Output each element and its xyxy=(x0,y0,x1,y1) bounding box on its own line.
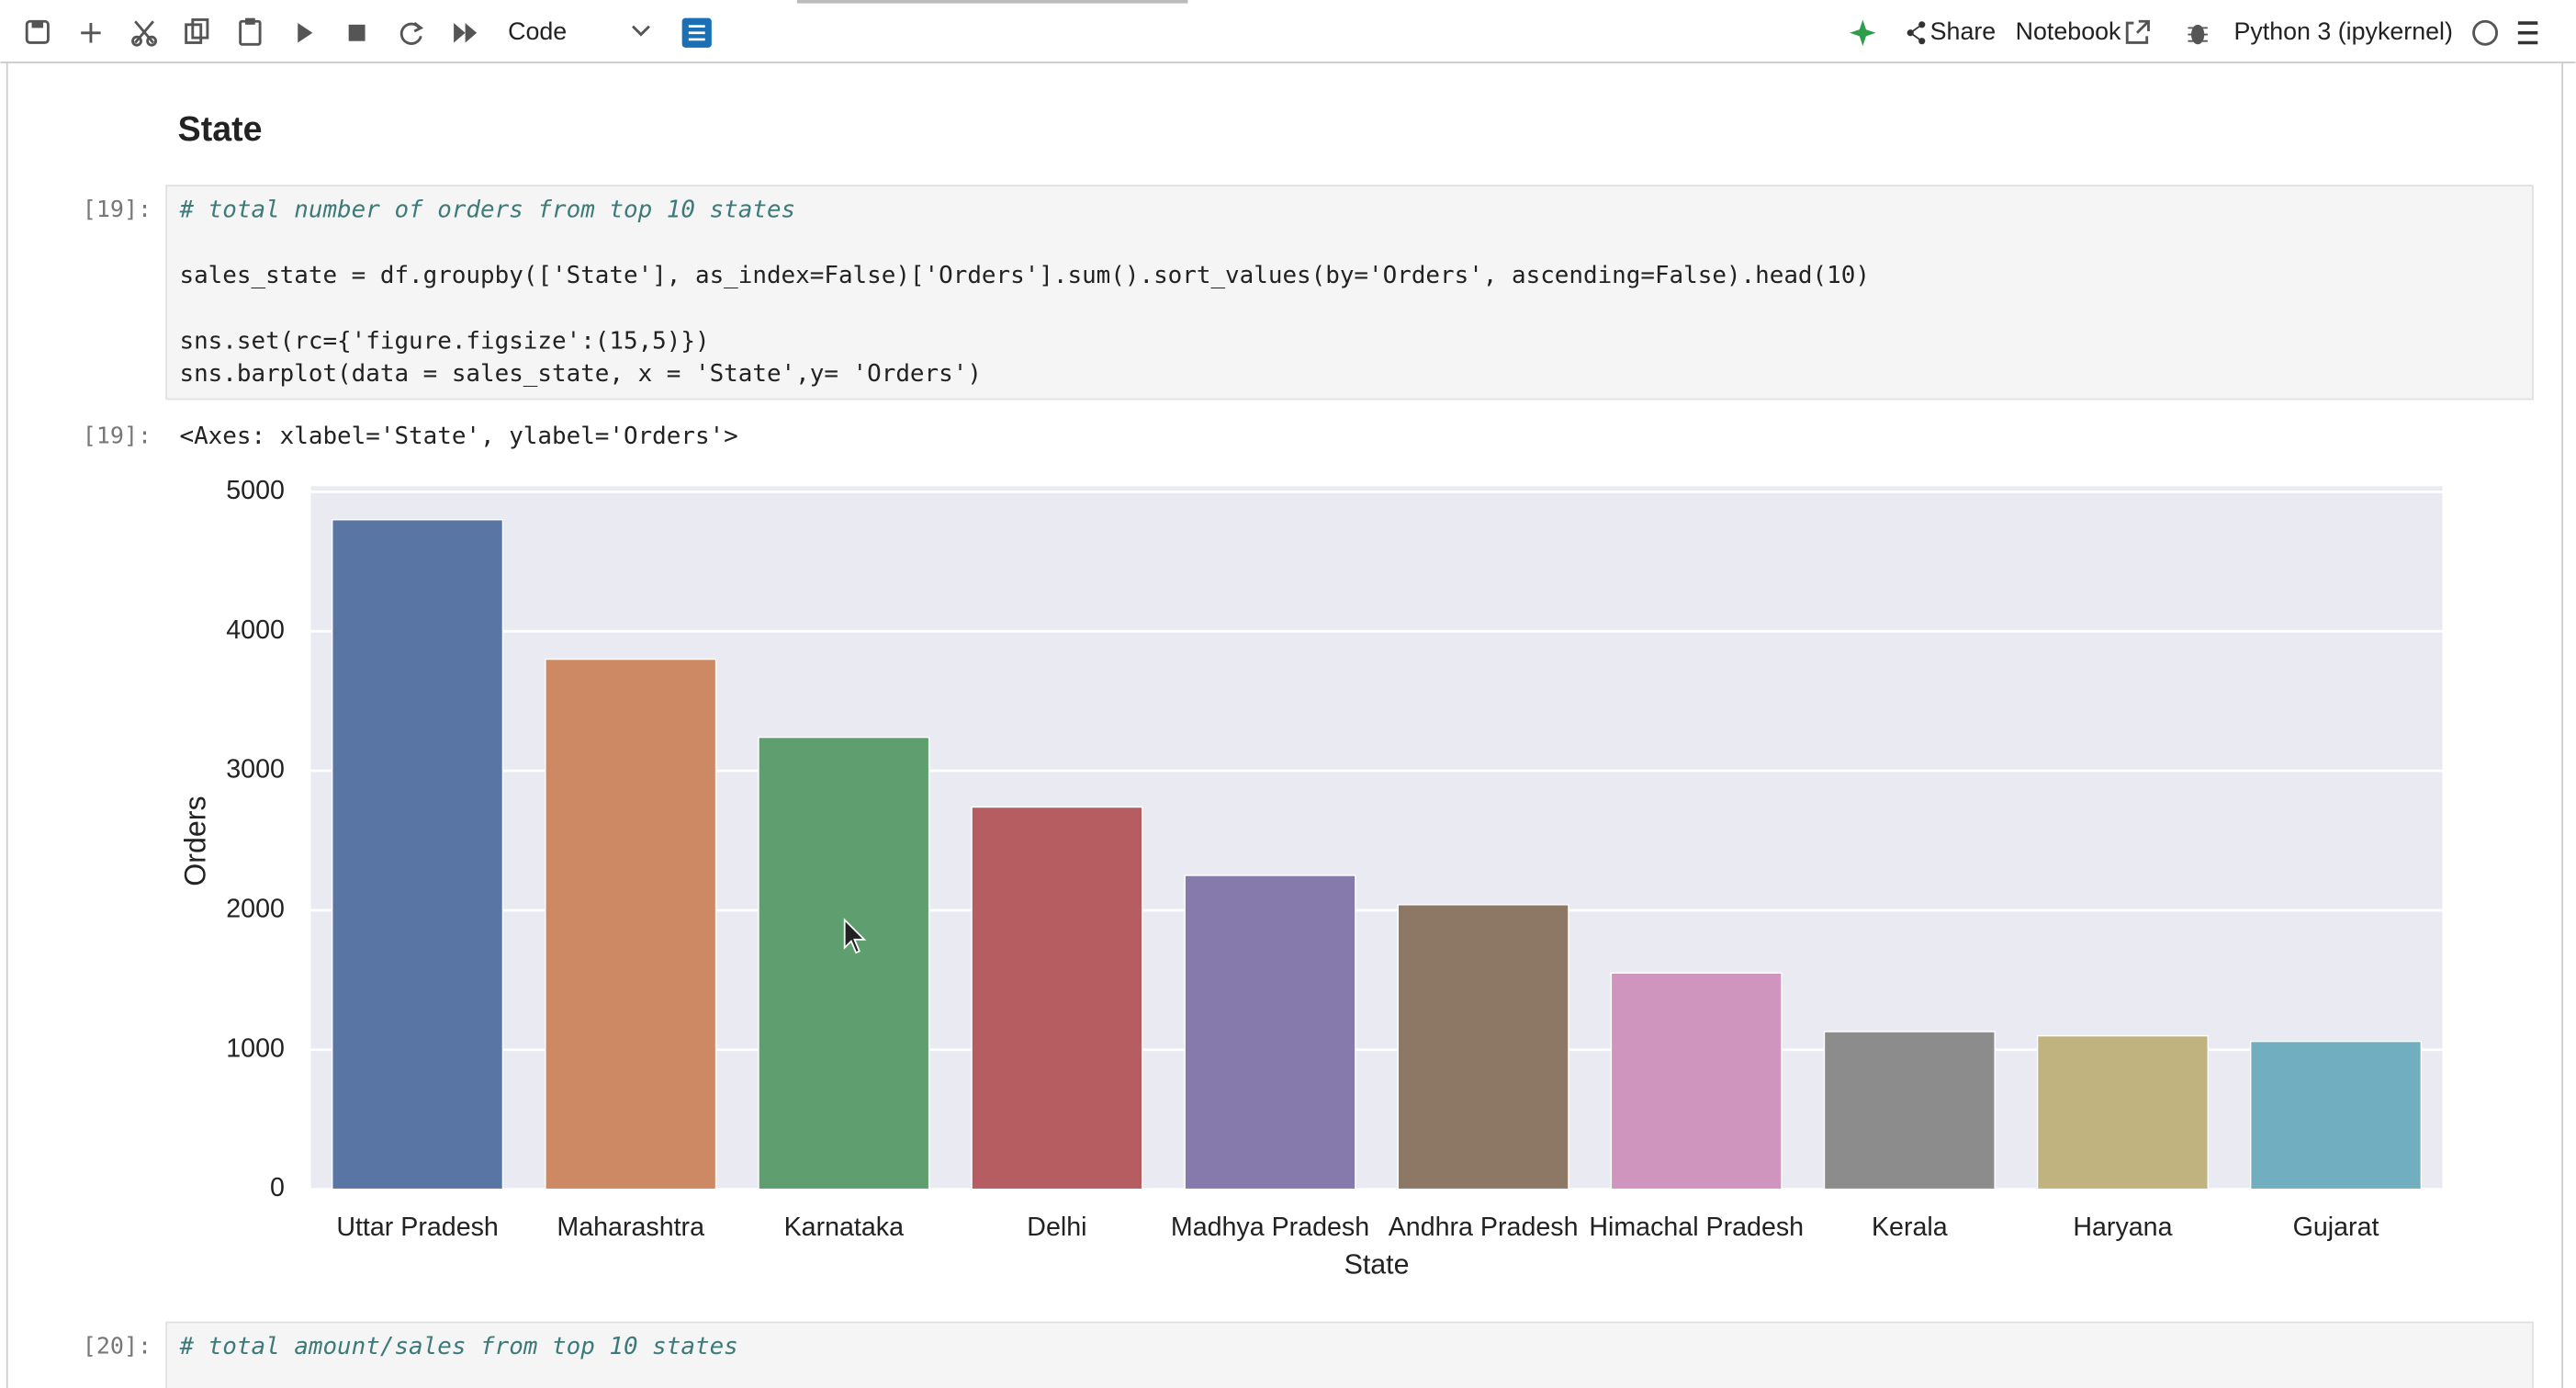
x-tick-label: Andhra Pradesh xyxy=(1389,1213,1579,1242)
restart-button[interactable] xyxy=(399,21,424,45)
cut-button[interactable] xyxy=(131,20,157,47)
y-axis-label: Orders xyxy=(179,796,212,886)
x-tick-label: Haryana xyxy=(2073,1213,2172,1242)
kernel-name[interactable]: Python 3 (ipykernel) xyxy=(2233,17,2452,45)
output-text: <Axes: xlabel='State', ylabel='Orders'> xyxy=(179,423,737,450)
y-tick-label: 3000 xyxy=(226,755,285,784)
save-button[interactable] xyxy=(25,19,50,44)
property-inspector-button[interactable] xyxy=(681,17,712,48)
add-cell-button[interactable] xyxy=(81,23,101,43)
code-comment: # total amount/sales from top 10 states xyxy=(178,1333,737,1360)
x-tick-label: Kerala xyxy=(1872,1213,1948,1242)
debugger-icon[interactable] xyxy=(2188,24,2208,45)
code-line: sns.set(rc={'figure.figsize':(15,5)}) xyxy=(179,327,709,355)
code-line: sales_state = df.groupby(['State'], as_i… xyxy=(179,262,1869,289)
menu-button[interactable] xyxy=(2517,21,2538,45)
x-axis-label: State xyxy=(1344,1249,1410,1281)
copy-button[interactable] xyxy=(185,18,209,44)
run-all-button[interactable] xyxy=(454,23,478,43)
x-tick-label: Delhi xyxy=(1027,1213,1086,1242)
input-prompt: [20]: xyxy=(83,1332,152,1359)
y-tick-label: 0 xyxy=(270,1173,285,1202)
cell-type-select[interactable]: Code xyxy=(508,17,567,45)
input-prompt: [19]: xyxy=(83,196,152,222)
toolbar xyxy=(0,0,2576,62)
x-tick-label: Uttar Pradesh xyxy=(336,1213,499,1242)
bar xyxy=(2249,1040,2423,1191)
x-tick-label: Himachal Pradesh xyxy=(1589,1213,1804,1242)
bar xyxy=(2036,1034,2209,1191)
bar xyxy=(758,736,930,1191)
x-tick-label: Gujarat xyxy=(2293,1213,2379,1242)
y-tick-label: 1000 xyxy=(226,1033,285,1063)
notebook-button[interactable]: Notebook xyxy=(2016,17,2121,45)
share-icon[interactable] xyxy=(1907,21,1926,45)
stop-button[interactable] xyxy=(348,24,366,41)
code-cell[interactable] xyxy=(165,185,2534,401)
output-prompt: [19]: xyxy=(83,423,152,449)
bar xyxy=(1823,1031,1996,1191)
y-tick-label: 5000 xyxy=(226,476,285,505)
code-line: sns.barplot(data = sales_state, x = 'Sta… xyxy=(179,360,981,388)
y-tick-label: 4000 xyxy=(226,615,285,645)
bar xyxy=(1610,972,1783,1191)
code-comment: # total number of orders from top 10 sta… xyxy=(178,196,795,223)
bar xyxy=(332,519,504,1191)
bar xyxy=(1184,875,1356,1191)
ai-icon[interactable] xyxy=(1850,19,1876,47)
x-tick-label: Karnataka xyxy=(784,1213,905,1242)
open-external-icon[interactable] xyxy=(2125,19,2150,44)
bar-chart: Orders State 0 1000 2000 3000 4000 5000 Uttar … xyxy=(179,476,2443,1281)
mouse-cursor xyxy=(843,918,867,954)
share-button[interactable]: Share xyxy=(1930,17,1997,45)
x-tick-label: Madhya Pradesh xyxy=(1171,1213,1369,1242)
dropdown-arrow[interactable] xyxy=(632,25,650,37)
paste-button[interactable] xyxy=(239,17,262,46)
bar xyxy=(1397,904,1569,1191)
markdown-heading: State xyxy=(178,109,263,148)
run-button[interactable] xyxy=(298,23,313,43)
x-tick-label: Maharashtra xyxy=(557,1213,704,1242)
kernel-status xyxy=(2472,19,2499,46)
bar xyxy=(971,806,1143,1191)
bar xyxy=(545,658,717,1191)
y-tick-label: 2000 xyxy=(226,894,285,923)
code-cell[interactable] xyxy=(165,1321,2534,1388)
